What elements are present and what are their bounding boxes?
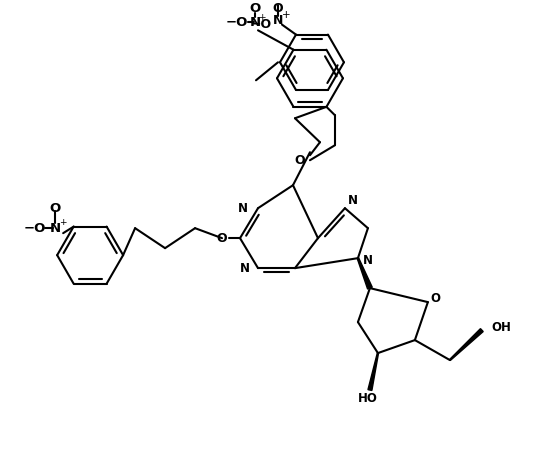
Polygon shape — [368, 353, 379, 391]
Text: O: O — [431, 292, 441, 305]
Text: N: N — [273, 14, 283, 27]
Text: −O: −O — [226, 16, 248, 29]
Text: −O: −O — [250, 18, 272, 31]
Text: O: O — [294, 154, 305, 166]
Text: +: + — [281, 9, 290, 20]
Polygon shape — [357, 258, 372, 289]
Text: O: O — [217, 232, 227, 245]
Text: N: N — [348, 194, 358, 207]
Text: OH: OH — [492, 320, 512, 333]
Polygon shape — [450, 328, 483, 360]
Text: +: + — [258, 13, 266, 22]
Text: N: N — [50, 222, 61, 234]
Text: HO: HO — [358, 392, 378, 405]
Text: N: N — [240, 261, 250, 274]
Text: O: O — [50, 202, 61, 215]
Text: +: + — [59, 218, 67, 227]
Text: O: O — [273, 2, 284, 15]
Text: −O: −O — [24, 222, 46, 234]
Text: O: O — [249, 2, 261, 15]
Text: N: N — [249, 16, 261, 29]
Text: N: N — [238, 202, 248, 215]
Text: N: N — [363, 254, 373, 267]
